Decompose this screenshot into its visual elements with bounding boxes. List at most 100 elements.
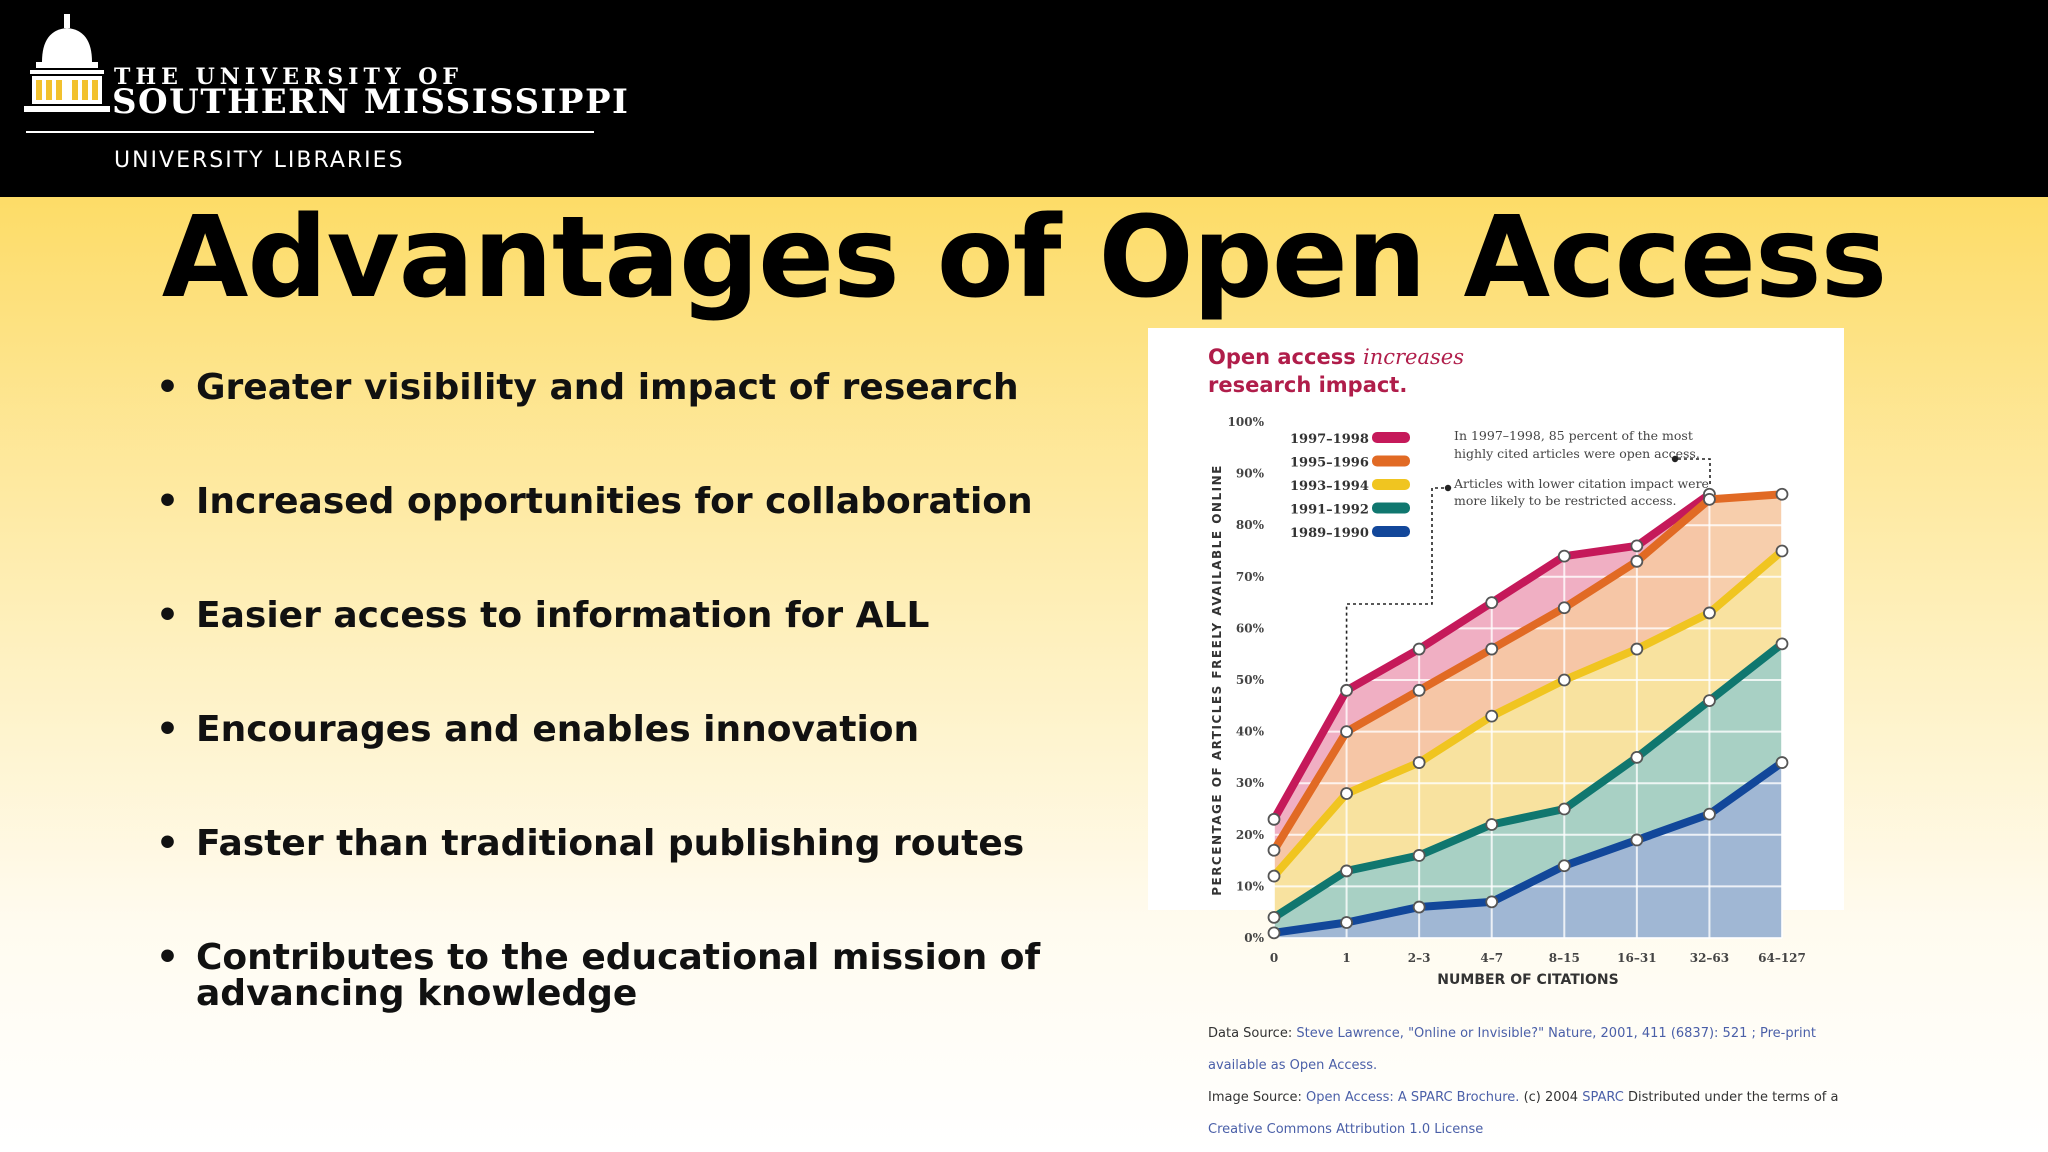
y-tick-label: 80% — [1236, 518, 1265, 532]
bullet-item: Faster than traditional publishing route… — [150, 826, 1050, 904]
y-tick-label: 30% — [1236, 776, 1265, 790]
annotation-1-line2: highly cited articles were open access. — [1454, 446, 1700, 461]
data-point — [1412, 900, 1426, 914]
data-point — [1557, 802, 1571, 816]
data-point — [1412, 642, 1426, 656]
y-tick-label: 40% — [1236, 725, 1265, 739]
data-point — [1412, 849, 1426, 862]
legend-label: 1991–1992 — [1290, 503, 1369, 518]
x-tick-label: 2–3 — [1408, 951, 1431, 965]
data-point — [1267, 869, 1281, 883]
bullet-item: Contributes to the educational mission o… — [150, 940, 1050, 1018]
x-tick-label: 4–7 — [1480, 951, 1503, 965]
x-tick-label: 1 — [1342, 951, 1350, 965]
data-point — [1485, 709, 1499, 723]
logo-line-2: SOUTHERN MISSISSIPPI — [112, 82, 630, 122]
chart-title-italic: increases — [1363, 345, 1464, 369]
bullet-item: Easier access to information for ALL — [150, 598, 1050, 676]
data-source-line: Data Source: Steve Lawrence, "Online or … — [1208, 1018, 1848, 1082]
data-point — [1630, 642, 1644, 656]
chart-title: Open access increases — [1208, 345, 1464, 369]
x-tick-label: 32–63 — [1690, 951, 1729, 965]
y-tick-label: 50% — [1236, 673, 1265, 687]
bullet-item: Greater visibility and impact of researc… — [150, 370, 1050, 448]
data-point — [1557, 859, 1571, 873]
x-axis-label: NUMBER OF CITATIONS — [1437, 972, 1618, 988]
logo-divider — [26, 131, 594, 133]
license-link[interactable]: Creative Commons Attribution 1.0 License — [1208, 1122, 1484, 1137]
data-point — [1267, 812, 1281, 826]
data-point — [1557, 549, 1571, 563]
university-logo[interactable]: THE UNIVERSITY OF SOUTHERN MISSISSIPPI U… — [22, 14, 628, 184]
bullet-list: Greater visibility and impact of researc… — [150, 370, 1050, 1054]
logo-line-3: UNIVERSITY LIBRARIES — [114, 148, 405, 173]
data-point — [1775, 544, 1789, 558]
data-point — [1267, 926, 1281, 940]
annotation-1-line1: In 1997–1998, 85 percent of the most — [1454, 428, 1693, 443]
y-tick-label: 90% — [1236, 467, 1265, 481]
data-point — [1485, 818, 1499, 831]
copyright-text: (c) 2004 — [1523, 1090, 1579, 1105]
data-source-link[interactable]: Steve Lawrence, "Online or Invisible?" N… — [1208, 1026, 1816, 1073]
license-prefix: Distributed under the terms of a — [1627, 1090, 1839, 1105]
logo-line-1: THE UNIVERSITY OF — [114, 64, 463, 90]
x-tick-label: 64–127 — [1758, 951, 1806, 965]
sparc-link[interactable]: SPARC — [1582, 1090, 1624, 1105]
legend-swatch — [1372, 526, 1410, 537]
data-point — [1485, 895, 1499, 909]
legend-swatch — [1372, 479, 1410, 490]
series-line-1991–1992 — [1270, 639, 1786, 922]
data-point — [1340, 916, 1353, 929]
area-1989–1990 — [1274, 762, 1782, 938]
sparc-brochure-link[interactable]: Open Access: A SPARC Brochure. — [1306, 1090, 1520, 1105]
x-tick-label: 0 — [1270, 951, 1278, 965]
data-point — [1557, 673, 1571, 687]
header-bar: THE UNIVERSITY OF SOUTHERN MISSISSIPPI U… — [0, 0, 2048, 197]
bullet-item: Increased opportunities for collaboratio… — [150, 484, 1050, 562]
data-point — [1412, 756, 1426, 769]
data-point — [1340, 683, 1353, 697]
legend-swatch — [1372, 455, 1410, 467]
y-tick-label: 20% — [1236, 828, 1265, 842]
slide-title: Advantages of Open Access — [161, 193, 1888, 323]
legend-label: 1997–1998 — [1290, 432, 1369, 447]
image-source-label: Image Source: — [1208, 1090, 1302, 1105]
source-citations: Data Source: Steve Lawrence, "Online or … — [1208, 1018, 1848, 1146]
y-tick-label: 60% — [1236, 621, 1265, 635]
annotation-2-leader — [1345, 487, 1444, 683]
data-source-label: Data Source: — [1208, 1026, 1293, 1041]
bullet-item: Encourages and enables innovation — [150, 712, 1050, 790]
data-point — [1630, 554, 1644, 568]
data-point — [1703, 807, 1716, 821]
annotation-1-dot — [1671, 455, 1679, 463]
data-point — [1267, 910, 1281, 924]
y-tick-label: 0% — [1244, 931, 1264, 945]
data-point — [1630, 833, 1644, 847]
data-point — [1340, 725, 1353, 739]
y-tick-label: 70% — [1236, 570, 1265, 584]
data-point — [1485, 596, 1499, 610]
data-point — [1703, 606, 1716, 620]
open-access-chart: Open access increases research impact. 0% 1… — [1208, 345, 1806, 988]
legend-label: 1993–1994 — [1290, 479, 1369, 494]
chart-title-line2: research impact. — [1208, 373, 1407, 397]
y-tick-label: 100% — [1228, 415, 1265, 429]
data-point — [1630, 750, 1644, 764]
data-point — [1703, 492, 1716, 506]
data-point — [1630, 539, 1644, 553]
legend-label: 1989–1990 — [1290, 526, 1369, 541]
data-point — [1412, 683, 1426, 697]
legend-swatch — [1372, 502, 1410, 514]
data-point — [1485, 642, 1499, 656]
dome-icon — [24, 14, 110, 112]
data-point — [1775, 487, 1789, 501]
image-source-line: Image Source: Open Access: A SPARC Broch… — [1208, 1082, 1848, 1146]
data-point — [1557, 601, 1571, 615]
chart-title-bold: Open access — [1208, 345, 1363, 369]
y-tick-label: 10% — [1236, 879, 1265, 893]
series-line-1995–1996 — [1270, 490, 1786, 855]
x-tick-label: 16–31 — [1617, 951, 1656, 965]
series-line-1993–1994 — [1270, 547, 1786, 881]
legend-swatch — [1372, 432, 1410, 443]
annotation-2-line1: Articles with lower citation impact were — [1453, 476, 1709, 491]
